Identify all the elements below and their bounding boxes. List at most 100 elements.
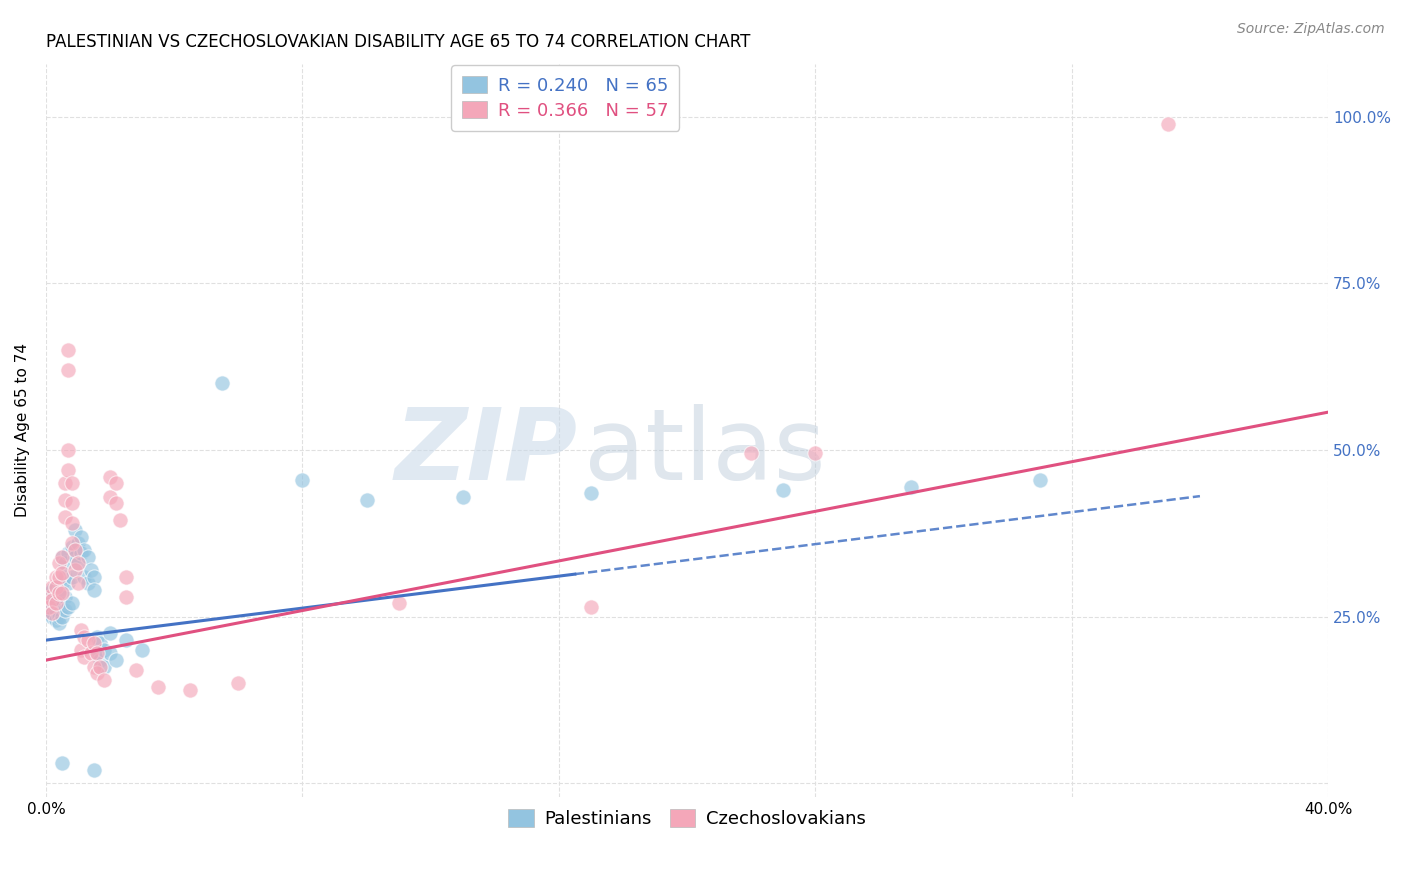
Point (115, 590, 138, 604)
Point (60, 536, 83, 550)
Point (48, 586, 70, 600)
Point (76, 576, 98, 591)
Point (41, 583, 63, 598)
Point (48, 609, 70, 624)
Point (58, 443, 80, 458)
Point (83, 570, 105, 584)
Point (70, 643, 93, 657)
Point (53, 590, 76, 604)
Point (73, 543, 96, 558)
Point (58, 343, 80, 358)
Point (66, 536, 89, 550)
Point (98, 626, 121, 640)
Legend: Palestinians, Czechoslovakians: Palestinians, Czechoslovakians (501, 802, 873, 836)
Point (66, 576, 89, 591)
Point (89, 660, 111, 674)
Point (45, 593, 67, 607)
Point (86, 647, 108, 661)
Point (211, 376, 233, 391)
Point (63, 523, 86, 537)
Point (48, 583, 70, 598)
Point (60, 570, 83, 584)
Point (60, 597, 83, 611)
Point (93, 673, 115, 687)
Point (53, 557, 76, 571)
Point (45, 597, 67, 611)
Point (66, 557, 89, 571)
Point (45, 580, 67, 594)
Point (76, 633, 98, 648)
Point (41, 607, 63, 621)
Point (179, 683, 201, 698)
Point (38, 593, 60, 607)
Point (70, 623, 93, 637)
Point (48, 570, 70, 584)
Point (83, 763, 105, 777)
Point (48, 557, 70, 571)
Point (291, 473, 314, 487)
Point (63, 563, 86, 577)
Point (1028, 473, 1050, 487)
Point (108, 513, 131, 527)
Point (579, 486, 602, 500)
Point (73, 649, 96, 664)
Point (387, 597, 409, 611)
Point (58, 576, 80, 591)
Point (740, 446, 762, 460)
Point (131, 643, 153, 657)
Point (356, 493, 378, 508)
Point (58, 463, 80, 477)
Point (53, 476, 76, 491)
Point (41, 607, 63, 621)
Point (125, 663, 148, 677)
Point (70, 546, 93, 560)
Point (86, 630, 108, 644)
Point (76, 549, 98, 564)
Point (51, 549, 73, 564)
Point (48, 597, 70, 611)
Point (98, 647, 121, 661)
Point (58, 363, 80, 377)
Point (89, 653, 111, 667)
Point (63, 543, 86, 558)
Point (58, 599, 80, 614)
Point (53, 570, 76, 584)
Point (83, 636, 105, 650)
Point (60, 540, 83, 554)
Point (38, 586, 60, 600)
Point (51, 756, 73, 771)
Point (1157, 116, 1180, 130)
Point (115, 633, 138, 648)
Point (45, 580, 67, 594)
Point (45, 603, 67, 617)
Point (579, 599, 602, 614)
Point (146, 680, 169, 694)
Point (226, 676, 249, 690)
Point (41, 597, 63, 611)
Text: atlas: atlas (585, 404, 827, 500)
Point (105, 653, 128, 667)
Point (51, 586, 73, 600)
Point (98, 470, 121, 484)
Y-axis label: Disability Age 65 to 74: Disability Age 65 to 74 (15, 343, 30, 517)
Point (51, 566, 73, 581)
Point (60, 496, 83, 510)
Point (86, 666, 108, 681)
Point (80, 563, 103, 577)
Point (93, 660, 115, 674)
Point (38, 603, 60, 617)
Text: PALESTINIAN VS CZECHOSLOVAKIAN DISABILITY AGE 65 TO 74 CORRELATION CHART: PALESTINIAN VS CZECHOSLOVAKIAN DISABILIT… (46, 33, 751, 51)
Point (51, 609, 73, 624)
Point (41, 593, 63, 607)
Point (105, 496, 128, 510)
Point (51, 599, 73, 614)
Point (38, 599, 60, 614)
Point (83, 660, 105, 674)
Point (86, 647, 108, 661)
Point (772, 483, 794, 497)
Point (804, 446, 827, 460)
Point (45, 613, 67, 627)
Point (83, 583, 105, 598)
Point (70, 530, 93, 544)
Point (53, 509, 76, 524)
